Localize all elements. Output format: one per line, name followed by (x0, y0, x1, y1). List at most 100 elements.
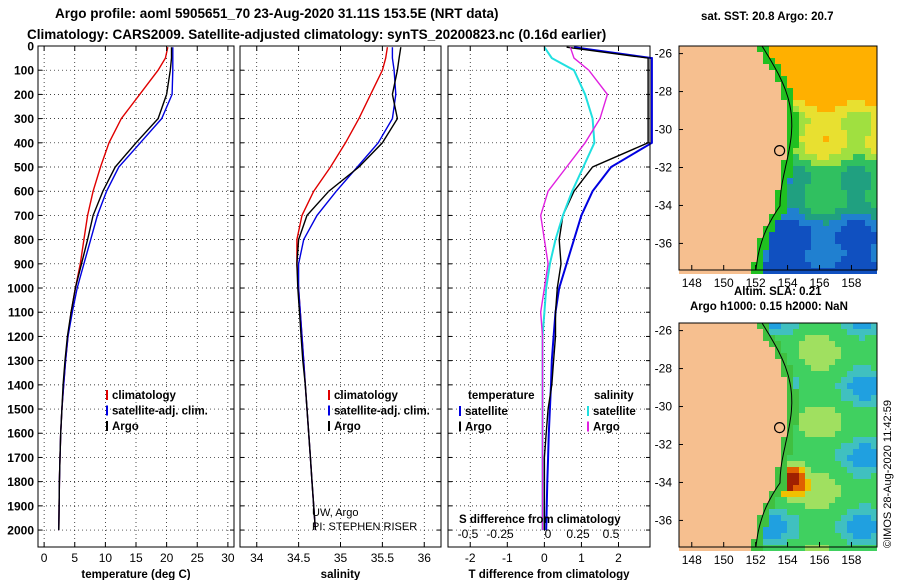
map_sla: 148 150 152 154 156 158 -26 -28 -30 -32 -34 -36 (655, 322, 878, 567)
lon-tick-label: 152 (746, 553, 766, 567)
map_sst-frame (678, 45, 878, 271)
legend-label: Argo (112, 421, 139, 433)
series-argo (296, 47, 402, 531)
y-tick-label: 2000 (7, 524, 34, 538)
y-tick-label: 800 (14, 233, 34, 247)
legend-label: Argo (465, 422, 492, 434)
lon-tick-label: 156 (810, 276, 830, 290)
lat-tick-label: -36 (655, 513, 673, 527)
difference-top-xlabel: S difference from climatology (459, 514, 621, 526)
coastline (755, 322, 793, 548)
annotation-pi: PI: STEPHEN RISER (312, 521, 417, 533)
x-tick-label: -2 (465, 551, 476, 565)
x-tick-label: 35 (334, 551, 348, 565)
series-temperature-satellite (545, 46, 653, 531)
argo-position-marker (773, 144, 786, 157)
y-tick-label: 1400 (7, 378, 34, 392)
lon-tick-label: 154 (778, 276, 798, 290)
x-tick-label: 5 (71, 551, 78, 565)
top-tick-label: -0.25 (486, 527, 514, 541)
x-tick-label: 15 (129, 551, 143, 565)
lat-tick-label: -30 (655, 400, 673, 414)
x-tick-label: 10 (99, 551, 113, 565)
x-tick-label: 36 (418, 551, 432, 565)
lon-tick-label: 154 (778, 553, 798, 567)
x-tick-label: 0 (541, 551, 548, 565)
top-tick-label: -0.5 (458, 527, 479, 541)
lat-tick-label: -34 (655, 198, 673, 212)
legend-heading-salinity: salinity (594, 390, 634, 402)
x-tick-label: 34 (250, 551, 264, 565)
legend-label: Argo (593, 422, 620, 434)
map_sla-frame (678, 322, 878, 548)
top-tick-label: 0.25 (566, 527, 590, 541)
x-tick-label: 1 (578, 551, 585, 565)
lat-tick-label: -28 (655, 362, 673, 376)
lat-tick-label: -28 (655, 85, 673, 99)
annotation-uw-argo: UW, Argo (312, 507, 358, 519)
y-tick-label: 700 (14, 209, 34, 223)
legend-heading-temperature: temperature (468, 390, 534, 402)
legend-label: climatology (334, 390, 399, 402)
lat-tick-label: -30 (655, 123, 673, 137)
x-tick-label: 34.5 (287, 551, 311, 565)
lat-tick-label: -26 (655, 47, 673, 61)
x-tick-label: 0 (41, 551, 48, 565)
difference-xlabel: T difference from climatology (468, 569, 630, 580)
y-tick-label: 300 (14, 112, 34, 126)
legend-label: Argo (334, 421, 361, 433)
y-tick-label: 1800 (7, 475, 34, 489)
map-sst-title: sat. SST: 20.8 Argo: 20.7 (701, 11, 834, 23)
difference-panel: -2 -1 0 1 2 T difference from climatology temp… (447, 45, 653, 580)
lat-tick-label: -34 (655, 475, 673, 489)
y-tick-label: 100 (14, 64, 34, 78)
legend-label: climatology (112, 390, 177, 402)
map_sst: 148 150 152 154 156 158 -26 -28 -30 -32 -34 -36 (655, 45, 878, 290)
y-tick-label: 600 (14, 185, 34, 199)
lon-tick-label: 158 (841, 276, 861, 290)
y-tick-label: 1500 (7, 403, 34, 417)
map-sla-title-1: Altim. SLA: 0.21 (734, 286, 822, 298)
series-salinity-argo (539, 46, 609, 531)
x-tick-label: 35.5 (371, 551, 395, 565)
lon-tick-label: 156 (810, 553, 830, 567)
lon-tick-label: 150 (714, 553, 734, 567)
y-tick-label: 1200 (7, 330, 34, 344)
temperature-panel: 0 5 10 15 20 25 30 temperature (deg C) 0 100 200 30… (7, 40, 235, 580)
series-argo (58, 47, 173, 531)
y-tick-label: 1900 (7, 499, 34, 513)
salinity-panel: 34 34.5 35 35.5 36 salinity climatology satelli… (239, 45, 442, 580)
x-tick-label: 2 (615, 551, 622, 565)
temperature-xlabel: temperature (deg C) (81, 569, 190, 580)
x-tick-label: 30 (221, 551, 235, 565)
y-tick-label: 400 (14, 136, 34, 150)
y-tick-label: 1700 (7, 451, 34, 465)
x-tick-label: 20 (160, 551, 174, 565)
argo-position-marker (773, 421, 786, 434)
top-tick-label: 0.5 (603, 527, 620, 541)
lon-tick-label: 148 (682, 553, 702, 567)
lat-tick-label: -36 (655, 236, 673, 250)
top-tick-label: 0 (545, 527, 552, 541)
lon-tick-label: 152 (746, 276, 766, 290)
series-temperature-argo (543, 46, 649, 531)
y-tick-label: 1000 (7, 282, 34, 296)
y-tick-label: 900 (14, 257, 34, 271)
lat-tick-label: -32 (655, 437, 673, 451)
legend-label: satellite-adj. clim. (334, 406, 430, 418)
lat-tick-label: -26 (655, 324, 673, 338)
title-line-1: Argo profile: aoml 5905651_70 23-Aug-202… (55, 6, 499, 21)
lon-tick-label: 150 (714, 276, 734, 290)
y-tick-label: 200 (14, 88, 34, 102)
y-tick-label: 1100 (8, 306, 34, 320)
lon-tick-label: 158 (841, 553, 861, 567)
y-tick-label: 1600 (7, 427, 34, 441)
y-tick-label: 0 (27, 40, 34, 54)
lat-tick-label: -32 (655, 160, 673, 174)
coastline (755, 45, 793, 271)
x-tick-label: -1 (502, 551, 513, 565)
legend-label: satellite (593, 406, 636, 418)
y-tick-label: 1300 (7, 354, 34, 368)
title-line-2: Climatology: CARS2009. Satellite-adjuste… (27, 27, 607, 42)
